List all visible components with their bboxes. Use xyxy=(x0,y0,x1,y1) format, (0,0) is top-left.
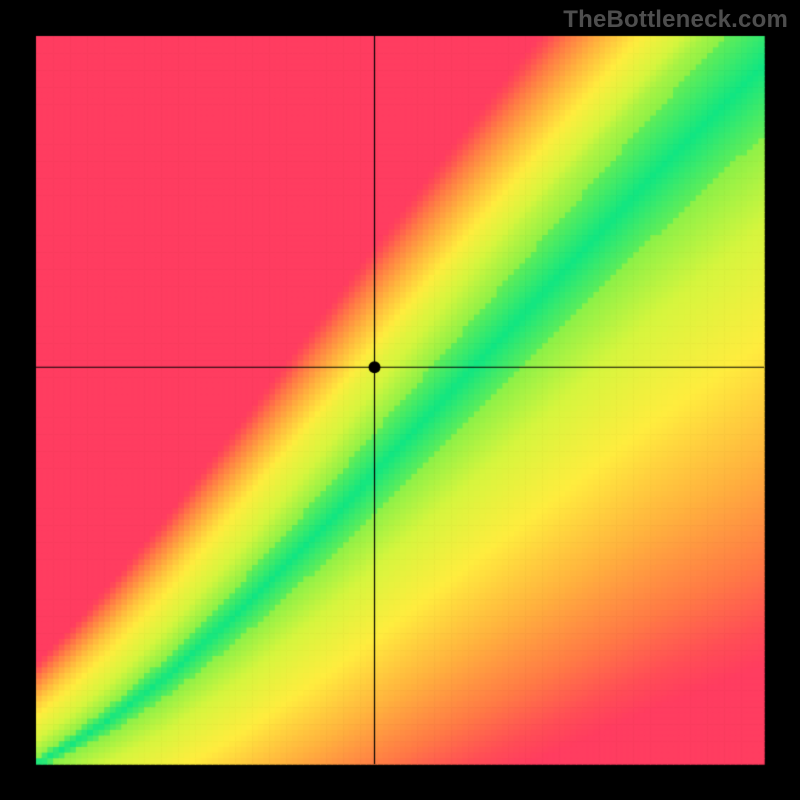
chart-container: TheBottleneck.com xyxy=(0,0,800,800)
heatmap-canvas xyxy=(0,0,800,800)
watermark-text: TheBottleneck.com xyxy=(563,6,788,34)
